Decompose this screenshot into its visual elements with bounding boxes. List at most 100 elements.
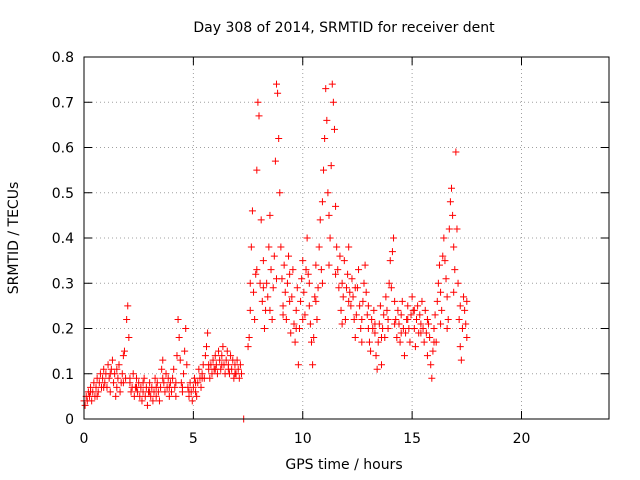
data-point — [397, 311, 405, 319]
data-point — [195, 365, 203, 373]
y-tick-label: 0.4 — [52, 231, 74, 247]
data-point — [127, 388, 135, 396]
data-point — [206, 374, 214, 382]
data-point — [270, 252, 278, 260]
data-point — [246, 279, 254, 287]
x-tick-label: 5 — [189, 431, 198, 447]
data-point — [231, 370, 239, 378]
data-point — [431, 311, 439, 319]
data-point — [396, 338, 404, 346]
data-point — [250, 288, 258, 296]
data-point — [312, 297, 320, 305]
data-point — [116, 388, 124, 396]
data-point — [160, 379, 168, 387]
data-point — [322, 85, 330, 93]
data-point — [162, 370, 170, 378]
data-point — [118, 370, 126, 378]
axis-ticks — [83, 56, 609, 420]
data-point — [323, 116, 331, 124]
data-point — [269, 284, 277, 292]
data-point — [425, 320, 433, 328]
data-point — [437, 320, 445, 328]
data-point — [452, 148, 460, 156]
data-point — [209, 356, 217, 364]
data-point — [257, 216, 265, 224]
chart-title: Day 308 of 2014, SRMTID for receiver den… — [193, 20, 495, 36]
data-point — [350, 315, 358, 323]
data-point — [427, 361, 435, 369]
data-point — [252, 270, 260, 278]
data-point — [227, 352, 235, 360]
data-point — [149, 397, 157, 405]
data-point — [234, 365, 242, 373]
data-point — [155, 397, 163, 405]
data-point — [325, 261, 333, 269]
data-point — [358, 338, 366, 346]
data-point — [456, 343, 464, 351]
data-point — [275, 134, 283, 142]
data-point — [373, 365, 381, 373]
data-point — [391, 320, 399, 328]
data-point — [305, 279, 313, 287]
data-point — [281, 288, 289, 296]
data-point — [446, 198, 454, 206]
data-point — [126, 374, 134, 382]
x-tick-label: 10 — [294, 431, 312, 447]
data-point — [417, 320, 425, 328]
data-point — [294, 361, 302, 369]
data-point — [192, 388, 200, 396]
data-points — [80, 80, 471, 423]
data-point — [345, 243, 353, 251]
data-point — [430, 325, 438, 332]
data-point — [419, 325, 427, 332]
data-point — [421, 306, 429, 314]
data-point — [285, 252, 293, 260]
data-point — [332, 270, 340, 278]
data-point — [255, 112, 263, 120]
data-point — [106, 388, 114, 396]
data-point — [189, 383, 197, 391]
data-point — [224, 365, 232, 373]
data-point — [361, 261, 369, 269]
x-tick-label: 20 — [513, 431, 531, 447]
data-point — [105, 374, 113, 382]
data-point — [429, 347, 437, 355]
data-point — [453, 225, 461, 233]
data-point — [159, 356, 167, 364]
data-point — [418, 297, 426, 305]
data-point — [349, 293, 357, 301]
data-point — [316, 216, 324, 224]
y-axis-tick-labels: 0 0.1 0.2 0.3 0.4 0.5 0.6 0.7 0.8 — [52, 50, 74, 428]
data-point — [317, 266, 325, 274]
data-point — [181, 347, 189, 355]
data-point — [112, 392, 120, 400]
data-point — [439, 252, 447, 260]
data-point — [264, 293, 272, 301]
data-point — [309, 361, 317, 369]
data-point — [308, 338, 315, 346]
data-point — [341, 315, 349, 323]
data-point — [411, 343, 419, 351]
data-point — [114, 374, 122, 382]
y-tick-label: 0.5 — [52, 186, 74, 202]
data-point — [382, 293, 390, 301]
data-point — [170, 365, 178, 373]
data-point — [461, 306, 469, 314]
data-point — [406, 338, 414, 346]
data-point — [368, 315, 376, 323]
data-point — [218, 361, 226, 369]
data-point — [129, 370, 137, 378]
data-point — [287, 329, 295, 337]
data-point — [283, 279, 291, 287]
data-point — [197, 383, 205, 391]
data-point — [383, 306, 391, 314]
data-point — [414, 302, 422, 310]
data-point — [362, 288, 370, 296]
data-point — [454, 279, 462, 287]
data-point — [393, 334, 401, 342]
data-point — [340, 257, 348, 265]
data-point — [329, 98, 337, 106]
data-point — [335, 284, 343, 292]
data-point — [248, 207, 256, 215]
data-point — [315, 243, 323, 251]
